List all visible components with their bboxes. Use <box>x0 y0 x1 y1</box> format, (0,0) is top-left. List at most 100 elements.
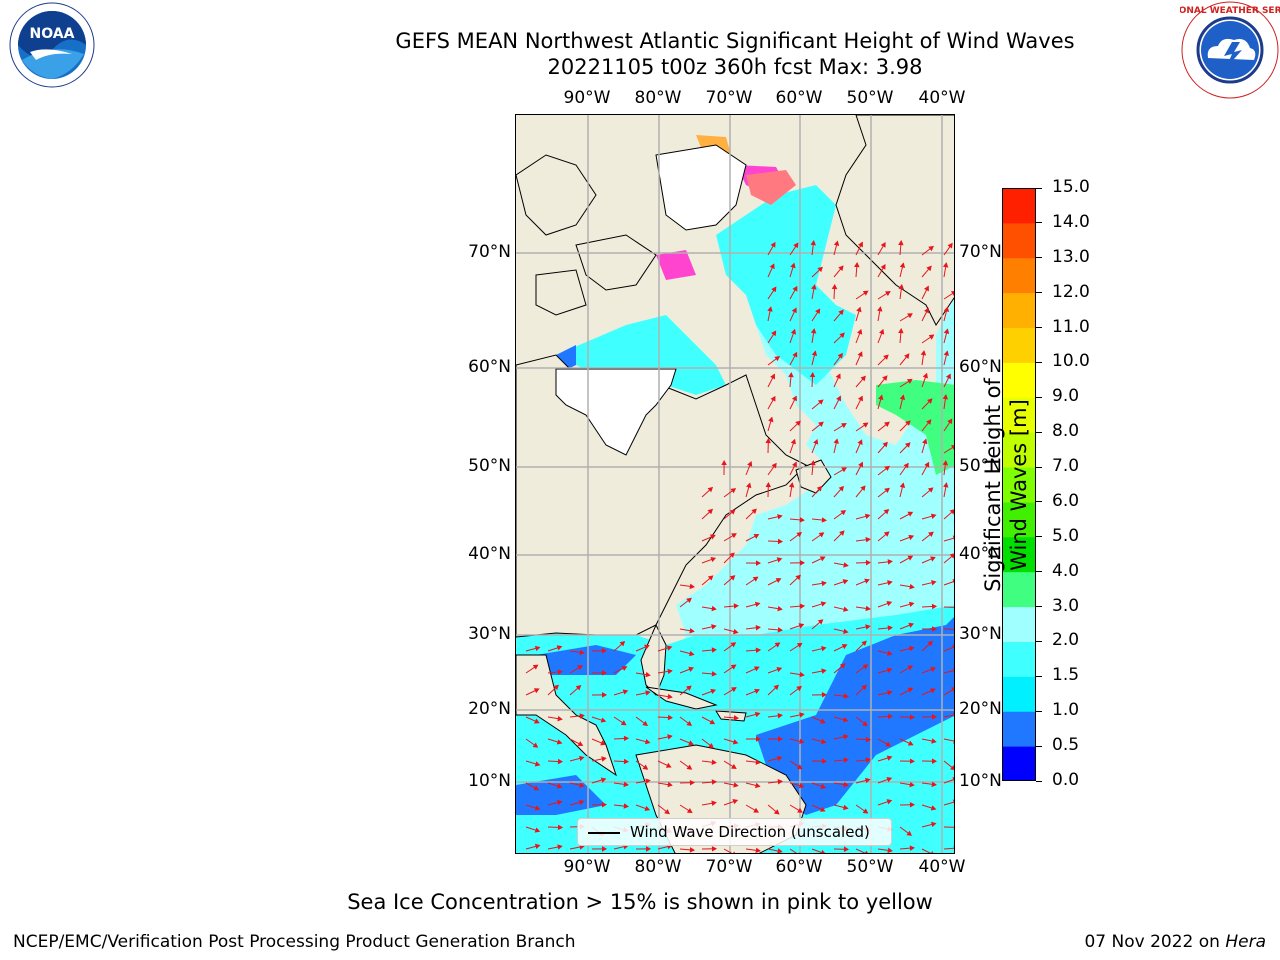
wave-direction-arrowhead <box>865 850 868 853</box>
colorbar-tick-mark <box>1036 292 1042 294</box>
ocean-region-dark-blue-2 <box>536 645 636 675</box>
wave-direction-arrowhead <box>811 284 817 290</box>
wave-direction-arrowhead <box>810 460 816 466</box>
wave-direction-arrowhead <box>843 606 849 612</box>
wave-direction-arrowhead <box>909 645 915 652</box>
wave-direction-arrowhead <box>884 465 890 472</box>
lon-label: 70°W <box>705 88 753 108</box>
wave-direction-arrowhead <box>953 667 954 672</box>
wave-direction-arrow <box>943 778 954 784</box>
lat-label: 40°N <box>959 544 1002 564</box>
wave-direction-arrowhead <box>792 461 797 468</box>
colorbar-segment <box>1002 711 1036 747</box>
wave-direction-arrowhead <box>858 241 863 248</box>
wave-direction-arrowhead <box>790 328 797 335</box>
lon-label: 70°W <box>705 857 753 877</box>
wave-direction-arrow <box>789 848 797 853</box>
wave-direction-arrowhead <box>579 782 585 788</box>
wave-direction-arrowhead <box>579 799 585 806</box>
wave-direction-arrowhead <box>777 605 783 612</box>
wave-direction-arrowhead <box>932 714 938 720</box>
colorbar-segment <box>1002 188 1036 224</box>
wave-direction-arrowhead <box>646 846 652 852</box>
wave-direction-arrowhead <box>729 552 735 558</box>
wave-direction-arrowhead <box>579 713 585 719</box>
wave-direction-arrowhead <box>887 690 893 696</box>
colorbar-segment <box>1002 397 1036 433</box>
wave-direction-arrowhead <box>645 671 651 678</box>
colorbar-tick-label: 0.5 <box>1052 735 1080 756</box>
wave-direction-arrowhead <box>533 718 540 724</box>
wave-direction-arrowhead <box>952 644 954 650</box>
wave-direction-arrowhead <box>769 263 775 270</box>
wave-direction-arrowhead <box>721 459 727 465</box>
wave-direction-arrowhead <box>926 265 932 272</box>
wave-direction-arrowhead <box>899 482 906 488</box>
wave-direction-arrowhead <box>842 579 849 585</box>
wave-direction-arrowhead <box>843 846 850 853</box>
wave-direction-arrowhead <box>821 645 827 652</box>
sea-ice-note: Sea Ice Concentration > 15% is shown in … <box>347 890 933 914</box>
wave-direction-arrowhead <box>842 716 849 723</box>
wave-direction-arrowhead <box>556 739 563 745</box>
wave-direction-arrowhead <box>666 645 673 651</box>
lon-label: 90°W <box>563 88 611 108</box>
wave-direction-arrowhead <box>879 328 885 335</box>
wave-direction-arrowhead <box>771 330 777 337</box>
wave-direction-arrowhead <box>711 779 717 785</box>
wave-direction-arrowhead <box>798 782 805 789</box>
wave-direction-arrowhead <box>820 601 827 607</box>
wave-direction-arrowhead <box>799 712 805 718</box>
colorbar-tick-label: 8.0 <box>1052 421 1080 442</box>
wave-direction-arrowhead <box>883 531 890 537</box>
wave-direction-arrow <box>921 848 932 853</box>
wave-direction-arrowhead <box>557 758 564 765</box>
wave-direction-arrowhead <box>813 439 819 445</box>
wave-direction-arrowhead <box>932 626 938 632</box>
colorbar-tick-mark <box>1036 222 1042 224</box>
wave-direction-arrowhead <box>839 332 845 339</box>
wave-direction-arrowhead <box>857 351 863 358</box>
wave-direction-arrowhead <box>621 666 628 671</box>
wave-direction-arrowhead <box>862 664 869 670</box>
wave-direction-arrowhead <box>841 467 848 473</box>
noaa-logo-text: NOAA <box>30 26 75 42</box>
wave-direction-arrowhead <box>821 668 827 674</box>
wave-direction-arrow <box>811 848 825 853</box>
wave-direction-arrowhead <box>931 603 938 610</box>
wave-direction-arrowhead <box>886 799 893 805</box>
wave-direction-arrowhead <box>887 650 893 656</box>
wave-direction-arrowhead <box>903 462 909 469</box>
wave-direction-arrowhead <box>952 799 954 804</box>
graticule <box>516 115 954 853</box>
wave-direction-arrowhead <box>839 530 845 536</box>
wave-direction-arrowhead <box>865 536 871 543</box>
wave-direction-arrowhead <box>833 240 840 246</box>
wave-direction-arrowhead <box>792 351 798 358</box>
wave-direction-arrow <box>943 628 954 630</box>
wave-direction-arrowhead <box>877 306 883 312</box>
wave-direction-arrowhead <box>620 720 627 726</box>
wave-direction-arrowhead <box>623 803 629 809</box>
wave-direction-arrowhead <box>886 667 893 673</box>
wave-direction-arrowhead <box>601 647 608 654</box>
wave-direction-arrowhead <box>601 801 608 808</box>
wave-direction-arrowhead <box>857 328 863 335</box>
wave-direction-arrowhead <box>556 783 563 789</box>
wave-direction-arrowhead <box>710 556 717 563</box>
colorbar-tick-mark <box>1036 640 1042 642</box>
wave-direction-arrowhead <box>907 555 914 561</box>
wave-direction-arrowhead <box>790 262 796 269</box>
wave-direction-arrowhead <box>777 848 783 853</box>
colorbar-segment <box>1002 746 1036 781</box>
colorbar-tick-mark <box>1036 361 1042 363</box>
wave-direction-arrowhead <box>927 487 934 493</box>
nws-logo: NATIONAL WEATHER SERVICE <box>1180 1 1280 99</box>
wave-direction-arrow <box>943 714 954 718</box>
wave-direction-arrowhead <box>770 241 776 248</box>
wave-direction-arrowhead <box>817 399 824 405</box>
wave-direction-arrowhead <box>909 714 916 720</box>
wave-direction-arrowhead <box>907 511 914 517</box>
wave-direction-arrowhead <box>811 350 818 356</box>
wave-direction-arrowhead <box>865 624 871 630</box>
